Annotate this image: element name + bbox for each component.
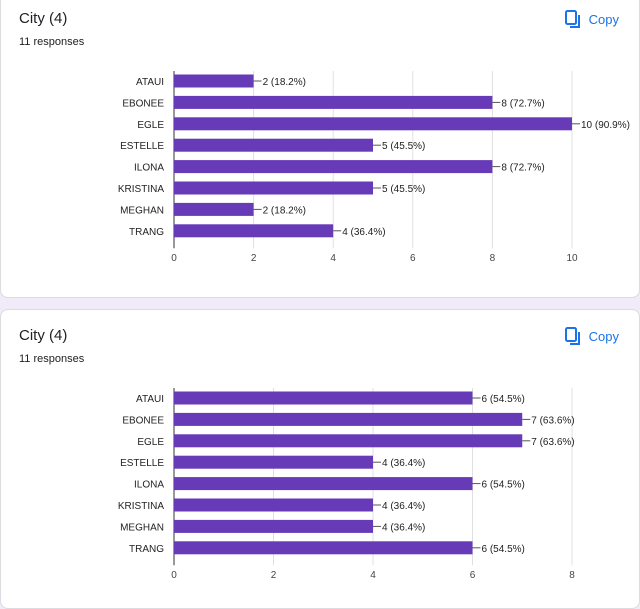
category-label: ESTELLE: [120, 458, 164, 469]
bar: [174, 519, 373, 533]
category-label: ATAUI: [136, 77, 164, 88]
value-label: 7 (63.6%): [531, 437, 574, 448]
bar: [174, 138, 373, 152]
value-label: 6 (54.5%): [482, 480, 525, 491]
x-tick-label: 8: [490, 253, 496, 264]
category-label: ILONA: [134, 163, 164, 174]
bar: [174, 412, 523, 426]
copy-chart-button[interactable]: Copy: [564, 7, 619, 31]
bar: [174, 455, 373, 469]
bar: [174, 181, 373, 195]
category-label: KRISTINA: [118, 184, 164, 195]
category-label: MEGHAN: [120, 205, 164, 216]
category-label: TRANG: [129, 544, 164, 555]
bar: [174, 498, 373, 512]
bar: [174, 95, 493, 109]
x-tick-label: 0: [171, 253, 177, 264]
category-label: ESTELLE: [120, 141, 164, 152]
bar-chart: ATAUI 2 (18.2%) EBONEE 8 (72.7%) EGLE 10 (90.…: [118, 71, 630, 264]
question-card-1: City (4) 11 responses Copy ATAUI 2 (18.2%…: [0, 0, 640, 298]
bar: [174, 202, 254, 216]
category-label: EBONEE: [122, 415, 164, 426]
copy-label: Copy: [588, 328, 619, 344]
category-label: KRISTINA: [118, 501, 164, 512]
question-title: City (4): [19, 10, 68, 27]
category-label: EGLE: [137, 437, 164, 448]
bar: [174, 541, 473, 555]
response-count: 11 responses: [19, 353, 85, 365]
value-label: 5 (45.5%): [382, 184, 425, 195]
x-tick-label: 0: [171, 570, 177, 581]
copy-chart-button[interactable]: Copy: [564, 324, 619, 348]
bar: [174, 391, 473, 405]
value-label: 8 (72.7%): [501, 98, 544, 109]
x-tick-label: 4: [370, 570, 376, 581]
bar: [174, 224, 334, 238]
x-tick-label: 2: [271, 570, 277, 581]
bar-chart: ATAUI 6 (54.5%) EBONEE 7 (63.6%) EGLE 7 (63.6…: [118, 388, 575, 581]
value-label: 6 (54.5%): [482, 394, 525, 405]
x-tick-label: 6: [410, 253, 416, 264]
question-card-2: City (4) 11 responses Copy ATAUI 6 (54.5%…: [0, 309, 640, 609]
bar: [174, 477, 473, 491]
x-tick-label: 8: [569, 570, 575, 581]
value-label: 2 (18.2%): [263, 77, 306, 88]
x-tick-label: 10: [566, 253, 578, 264]
response-count: 11 responses: [19, 36, 85, 48]
value-label: 4 (36.4%): [342, 227, 385, 238]
bar: [174, 117, 572, 131]
x-tick-label: 4: [330, 253, 336, 264]
copy-icon: [564, 327, 581, 345]
category-label: EGLE: [137, 120, 164, 131]
value-label: 6 (54.5%): [482, 544, 525, 555]
bar: [174, 74, 254, 88]
category-label: TRANG: [129, 227, 164, 238]
category-label: MEGHAN: [120, 522, 164, 533]
value-label: 7 (63.6%): [531, 415, 574, 426]
category-label: ILONA: [134, 480, 164, 491]
x-tick-label: 2: [251, 253, 257, 264]
bar: [174, 434, 523, 448]
category-label: ATAUI: [136, 394, 164, 405]
value-label: 8 (72.7%): [501, 163, 544, 174]
category-label: EBONEE: [122, 98, 164, 109]
value-label: 2 (18.2%): [263, 205, 306, 216]
value-label: 5 (45.5%): [382, 141, 425, 152]
copy-icon: [564, 10, 581, 28]
value-label: 4 (36.4%): [382, 458, 425, 469]
copy-label: Copy: [588, 11, 619, 27]
value-label: 4 (36.4%): [382, 501, 425, 512]
value-label: 4 (36.4%): [382, 522, 425, 533]
question-title: City (4): [19, 327, 68, 344]
x-tick-label: 6: [470, 570, 476, 581]
bar: [174, 160, 493, 174]
value-label: 10 (90.9%): [581, 120, 630, 131]
